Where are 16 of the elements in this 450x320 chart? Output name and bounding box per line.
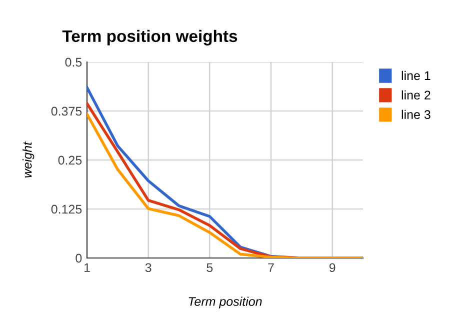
y-axis-title: weight <box>22 142 34 178</box>
legend-label: line 1 <box>402 70 430 80</box>
x-axis-title: Term position <box>188 296 262 308</box>
legend-label: line 3 <box>402 110 430 120</box>
y-tick-label: 0.125 <box>51 204 82 214</box>
y-tick-label: 0.25 <box>58 156 82 165</box>
y-tick-label: 0 <box>76 254 82 263</box>
x-tick-label: 3 <box>145 263 152 272</box>
x-tick-label: 7 <box>268 263 274 272</box>
y-tick-label: 0.5 <box>65 58 82 67</box>
chart-title: Term position weights <box>62 30 238 46</box>
x-tick-label: 5 <box>206 263 213 272</box>
y-tick-label: 0.375 <box>51 106 82 116</box>
x-tick-label: 9 <box>329 263 336 272</box>
legend-label: line 2 <box>402 90 430 100</box>
x-tick-label: 1 <box>84 263 90 272</box>
